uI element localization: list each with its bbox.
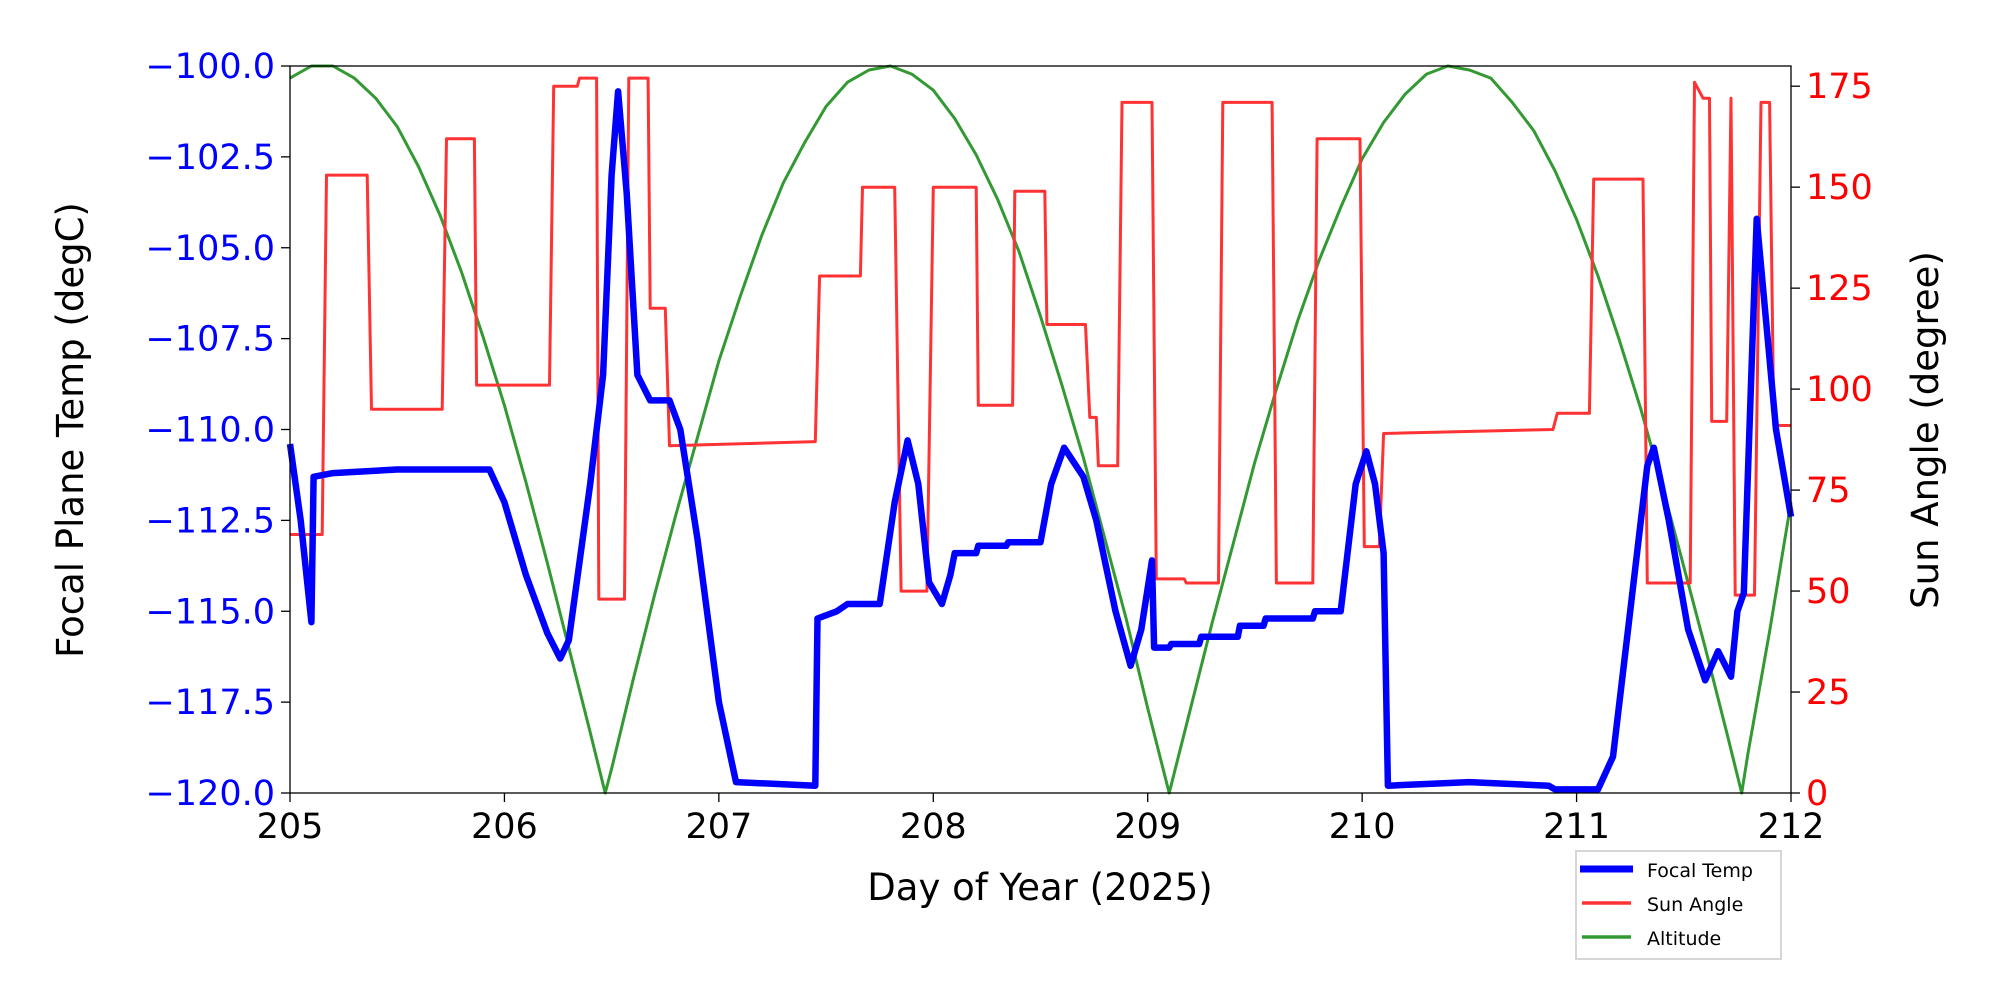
- y-tick-label-left: −110.0: [145, 411, 275, 451]
- series-line-sun-angle: [290, 76, 1791, 601]
- series-line-focal-temp: [286, 88, 1795, 793]
- y-tick-label-right: 175: [1806, 67, 1873, 107]
- y-tick-label-right: 75: [1806, 471, 1851, 511]
- legend-box: [1575, 850, 1782, 960]
- x-tick-label: 212: [1758, 807, 1825, 847]
- y-axis-label-right: Sun Angle (degree): [1904, 251, 1947, 609]
- y-tick-label-left: −120.0: [145, 774, 275, 814]
- legend: Focal Temp Sun Angle Altitude: [1575, 850, 1782, 960]
- y-tick-label-left: −115.0: [145, 592, 275, 632]
- y-tick-label-left: −107.5: [145, 320, 275, 360]
- y-tick-label-left: −105.0: [145, 229, 275, 269]
- series-line-altitude: [289, 64, 1793, 795]
- x-axis-label: Day of Year (2025): [867, 866, 1212, 909]
- y-axis-label-left: Focal Plane Temp (degC): [49, 202, 92, 658]
- legend-label-sun-angle: Sun Angle: [1647, 894, 1743, 916]
- y-tick-label-right: 150: [1806, 168, 1873, 208]
- x-tick-label: 209: [1114, 807, 1181, 847]
- y-tick-label-left: −117.5: [145, 683, 275, 723]
- y-tick-label-right: 25: [1806, 673, 1851, 713]
- y-tick-label-right: 50: [1806, 572, 1851, 612]
- y-tick-label-left: −112.5: [145, 501, 275, 541]
- x-tick-label: 205: [257, 807, 324, 847]
- legend-label-altitude: Altitude: [1647, 928, 1721, 950]
- ticks-layer: 205 206 207 208 209 210 211 212 −120.0 −117.5 −115…: [145, 47, 1872, 847]
- legend-label-focal-temp: Focal Temp: [1647, 860, 1753, 882]
- y-tick-label-left: −100.0: [145, 47, 275, 87]
- x-tick-label: 211: [1543, 807, 1610, 847]
- y-tick-label-right: 100: [1806, 370, 1873, 410]
- plot-frame: [289, 65, 1792, 794]
- x-tick-label: 210: [1329, 807, 1396, 847]
- y-tick-label-right: 0: [1806, 774, 1828, 814]
- x-tick-label: 208: [900, 807, 967, 847]
- x-tick-label: 207: [685, 807, 752, 847]
- y-tick-label-left: −102.5: [145, 138, 275, 178]
- series-layer: [286, 64, 1795, 795]
- y-tick-label-right: 125: [1806, 269, 1873, 309]
- x-tick-label: 206: [471, 807, 538, 847]
